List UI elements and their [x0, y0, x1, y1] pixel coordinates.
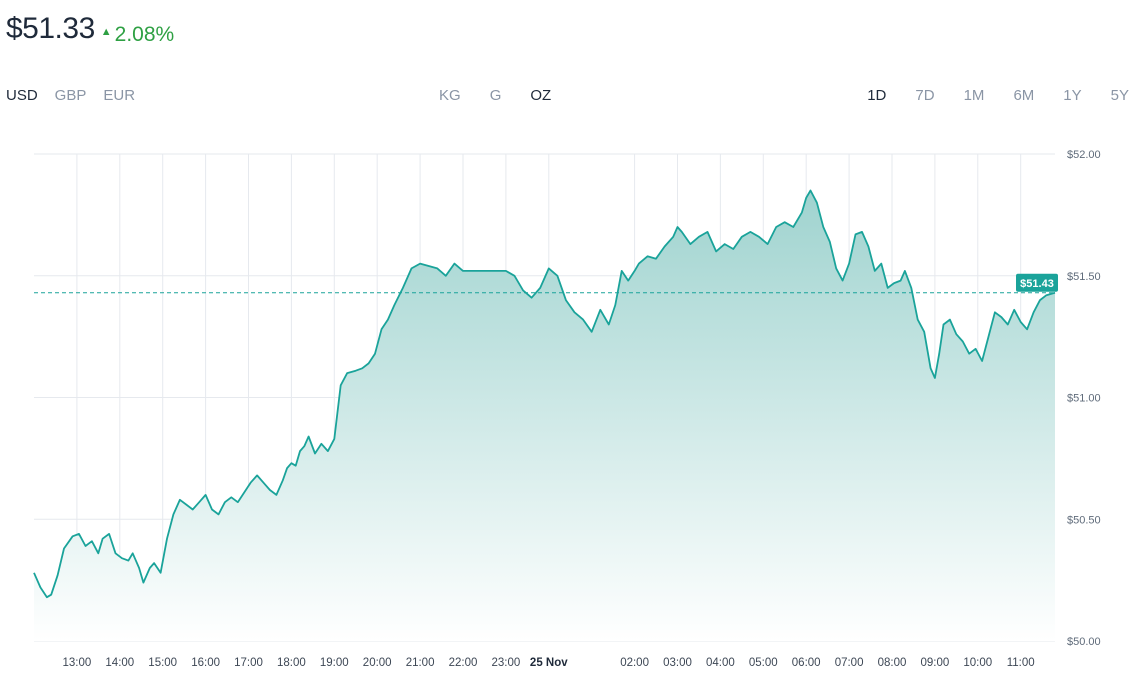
- unit-option-g[interactable]: G: [489, 87, 502, 104]
- x-tick-label: 21:00: [406, 657, 435, 669]
- currency-selector: USD GBP EUR: [6, 87, 152, 104]
- price-area-fill: [34, 190, 1055, 641]
- x-tick-label: 07:00: [835, 657, 864, 669]
- range-option-6m[interactable]: 6M: [1013, 87, 1035, 104]
- x-tick-label: 23:00: [492, 657, 521, 669]
- x-tick-label: 02:00: [620, 657, 649, 669]
- x-tick-label: 17:00: [234, 657, 263, 669]
- y-axis-labels: $52.00 $51.50 $51.00 $50.50 $50.00: [1067, 149, 1101, 648]
- y-tick-label: $50.00: [1067, 636, 1101, 648]
- currency-option-gbp[interactable]: GBP: [54, 87, 87, 104]
- unit-option-oz[interactable]: OZ: [530, 87, 552, 104]
- x-tick-label: 20:00: [363, 657, 392, 669]
- y-tick-label: $51.00: [1067, 393, 1101, 405]
- x-axis-labels: 13:00 14:00 15:00 16:00 17:00 18:00 19:00 20:00…: [63, 657, 1035, 669]
- unit-selector: KG G OZ: [439, 87, 580, 104]
- range-option-1d[interactable]: 1D: [867, 87, 887, 104]
- time-range-selector: 1D 7D 1M 6M 1Y 5Y: [838, 87, 1129, 104]
- x-tick-label: 09:00: [920, 657, 949, 669]
- x-tick-label: 22:00: [449, 657, 478, 669]
- x-tick-label: 14:00: [105, 657, 134, 669]
- x-tick-label: 05:00: [749, 657, 778, 669]
- y-tick-label: $52.00: [1067, 149, 1101, 161]
- x-tick-label: 04:00: [706, 657, 735, 669]
- y-tick-label: $50.50: [1067, 514, 1101, 526]
- x-tick-label: 18:00: [277, 657, 306, 669]
- x-tick-label: 06:00: [792, 657, 821, 669]
- currency-option-usd[interactable]: USD: [6, 87, 38, 104]
- x-tick-label: 03:00: [663, 657, 692, 669]
- x-tick-label: 15:00: [148, 657, 177, 669]
- price-header: $51.33 ▲ 2.08%: [6, 12, 174, 47]
- range-option-1y[interactable]: 1Y: [1063, 87, 1082, 104]
- range-option-1m[interactable]: 1M: [963, 87, 985, 104]
- current-price-badge-label: $51.43: [1020, 278, 1054, 290]
- y-tick-label: $51.50: [1067, 271, 1101, 283]
- current-price-badge-bg: [1016, 273, 1058, 292]
- unit-option-kg[interactable]: KG: [439, 87, 461, 104]
- currency-option-eur[interactable]: EUR: [103, 87, 136, 104]
- x-tick-label: 10:00: [963, 657, 992, 669]
- x-tick-label: 11:00: [1007, 657, 1035, 669]
- current-price-badge: $51.43: [1016, 273, 1058, 292]
- price-line: [33, 189, 1056, 599]
- price-change-percent: 2.08%: [114, 23, 175, 46]
- x-tick-label: 16:00: [191, 657, 220, 669]
- price-change: ▲ 2.08%: [101, 23, 174, 47]
- x-tick-label: 08:00: [878, 657, 907, 669]
- x-tick-label: 13:00: [63, 657, 92, 669]
- up-arrow-icon: ▲: [100, 26, 112, 38]
- x-tick-label: 25 Nov: [530, 657, 568, 669]
- range-option-7d[interactable]: 7D: [915, 87, 935, 104]
- x-tick-label: 19:00: [320, 657, 349, 669]
- current-price: $51.33: [6, 12, 95, 45]
- range-option-5y[interactable]: 5Y: [1110, 87, 1129, 104]
